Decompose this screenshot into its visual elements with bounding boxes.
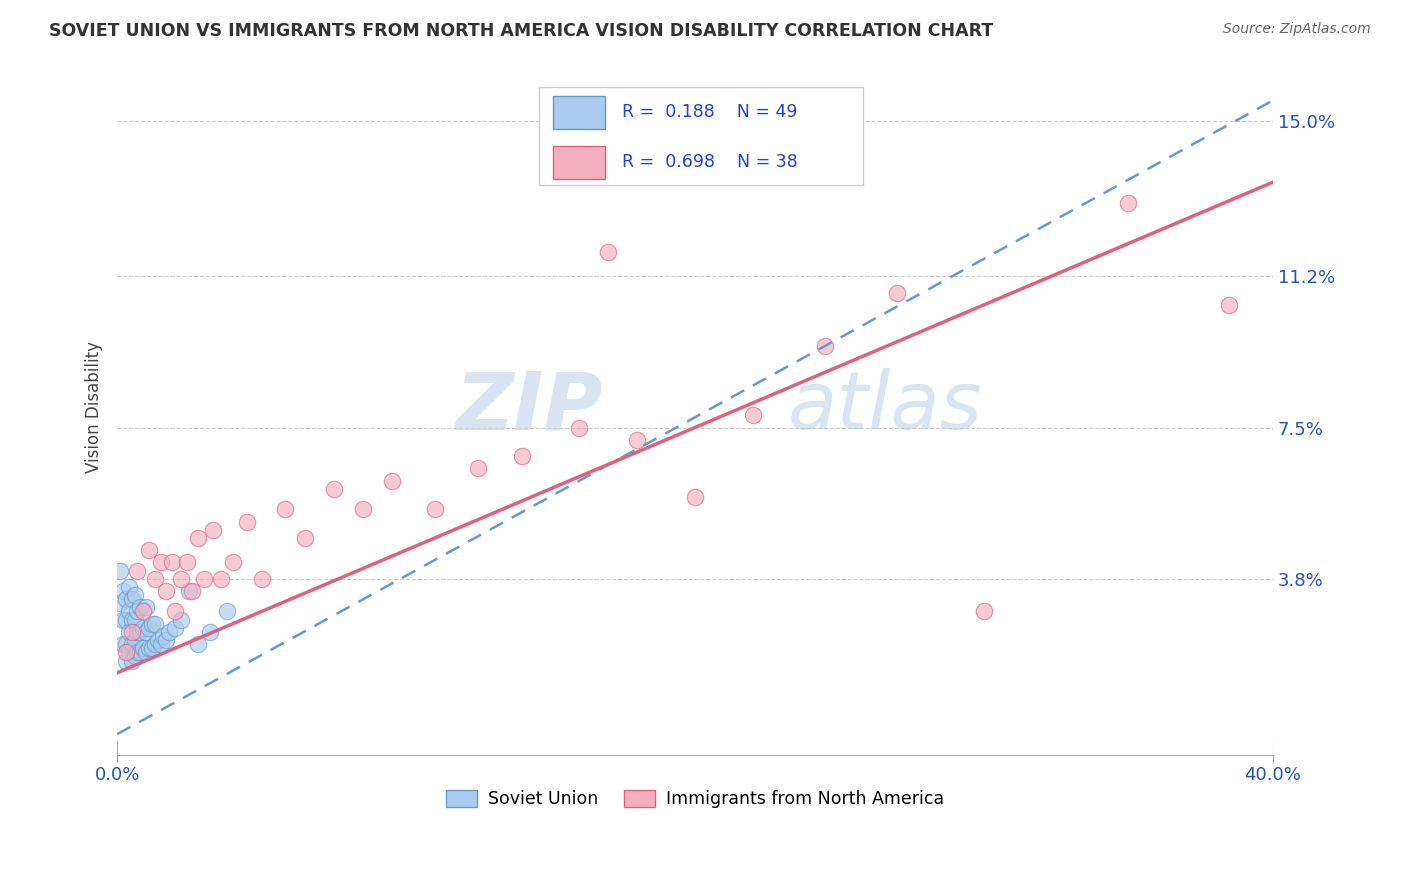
Point: [121, 613, 143, 627]
Point: [973, 605, 995, 619]
Point: [127, 605, 149, 619]
FancyBboxPatch shape: [553, 95, 605, 129]
Point: [135, 624, 157, 639]
Point: [149, 556, 172, 570]
Point: [127, 564, 149, 578]
Point: [118, 645, 141, 659]
Point: [132, 641, 155, 656]
FancyBboxPatch shape: [553, 145, 605, 179]
Point: [121, 654, 143, 668]
Point: [124, 613, 146, 627]
Point: [138, 543, 160, 558]
FancyBboxPatch shape: [538, 87, 862, 185]
Point: [115, 645, 138, 659]
Point: [129, 624, 152, 639]
Text: ZIP: ZIP: [456, 368, 603, 446]
Point: [222, 556, 245, 570]
Point: [115, 613, 138, 627]
Point: [814, 339, 837, 353]
Point: [115, 592, 138, 607]
Point: [111, 637, 134, 651]
Point: [121, 592, 143, 607]
Point: [115, 637, 138, 651]
Point: [124, 649, 146, 664]
Point: [181, 584, 204, 599]
Point: [886, 285, 908, 300]
Point: [108, 564, 131, 578]
Point: [127, 645, 149, 659]
Point: [163, 621, 186, 635]
Point: [236, 515, 259, 529]
Point: [143, 616, 166, 631]
Point: [322, 482, 344, 496]
Point: [155, 633, 177, 648]
Point: [467, 461, 489, 475]
Point: [138, 641, 160, 656]
Point: [215, 605, 238, 619]
Point: [1118, 195, 1140, 210]
Point: [108, 596, 131, 610]
Point: [143, 637, 166, 651]
Text: SOVIET UNION VS IMMIGRANTS FROM NORTH AMERICA VISION DISABILITY CORRELATION CHAR: SOVIET UNION VS IMMIGRANTS FROM NORTH AM…: [49, 22, 994, 40]
Point: [176, 556, 198, 570]
Point: [152, 629, 174, 643]
Point: [155, 584, 177, 599]
Point: [170, 572, 193, 586]
Point: [381, 474, 404, 488]
Point: [124, 633, 146, 648]
Point: [141, 641, 163, 656]
Text: atlas: atlas: [787, 368, 983, 446]
Point: [423, 502, 446, 516]
Point: [170, 613, 193, 627]
Point: [115, 654, 138, 668]
Point: [250, 572, 273, 586]
Point: [157, 624, 180, 639]
Point: [198, 624, 221, 639]
Text: R =  0.188    N = 49: R = 0.188 N = 49: [623, 103, 797, 121]
Point: [626, 433, 648, 447]
Point: [143, 572, 166, 586]
Point: [149, 637, 172, 651]
Point: [741, 409, 763, 423]
Point: [510, 449, 533, 463]
Point: [111, 584, 134, 599]
Point: [124, 588, 146, 602]
Text: R =  0.698    N = 38: R = 0.698 N = 38: [623, 153, 799, 171]
Point: [135, 600, 157, 615]
Point: [187, 531, 209, 545]
Point: [163, 605, 186, 619]
Text: Source: ZipAtlas.com: Source: ZipAtlas.com: [1223, 22, 1371, 37]
Point: [352, 502, 374, 516]
Point: [121, 624, 143, 639]
Point: [138, 621, 160, 635]
Point: [141, 616, 163, 631]
Point: [129, 600, 152, 615]
Point: [121, 637, 143, 651]
Point: [274, 502, 297, 516]
Point: [132, 621, 155, 635]
Point: [118, 580, 141, 594]
Point: [118, 605, 141, 619]
Point: [598, 244, 620, 259]
Point: [146, 633, 169, 648]
Point: [1218, 298, 1240, 312]
Point: [160, 556, 183, 570]
Point: [135, 645, 157, 659]
Point: [187, 637, 209, 651]
Point: [179, 584, 201, 599]
Point: [118, 624, 141, 639]
Point: [201, 523, 224, 537]
Point: [193, 572, 215, 586]
Point: [683, 490, 706, 504]
Legend: Soviet Union, Immigrants from North America: Soviet Union, Immigrants from North Amer…: [439, 782, 950, 815]
Point: [129, 645, 152, 659]
Point: [294, 531, 316, 545]
Point: [568, 420, 591, 434]
Point: [132, 605, 155, 619]
Point: [127, 624, 149, 639]
Point: [209, 572, 232, 586]
Y-axis label: Vision Disability: Vision Disability: [86, 341, 103, 473]
Point: [111, 613, 134, 627]
